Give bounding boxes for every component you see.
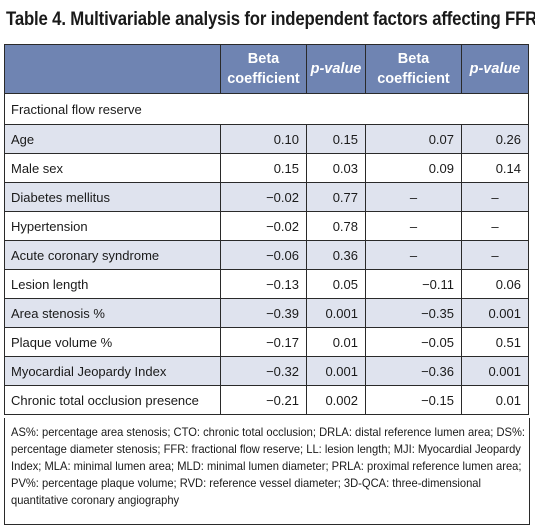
header-beta-1-line2: coefficient xyxy=(227,71,300,87)
header-blank-cell xyxy=(4,44,221,94)
header-beta-2-line1: Beta xyxy=(397,51,430,67)
row-label: Male sex xyxy=(4,153,221,183)
table-row: Male sex 0.15 0.03 0.09 0.14 xyxy=(4,153,529,183)
row-label: Area stenosis % xyxy=(4,298,221,328)
table-row: Myocardial Jeopardy Index −0.32 0.001 −0.36… xyxy=(4,356,529,386)
header-beta-1-line1: Beta xyxy=(247,51,280,67)
p-value-1-cell: 0.03 xyxy=(306,153,366,183)
p-value-1-cell: 0.001 xyxy=(306,298,366,328)
row-label: Chronic total occlusion presence xyxy=(4,385,221,415)
table-row: Area stenosis % −0.39 0.001 −0.35 0.001 xyxy=(4,298,529,328)
p-value-2-cell: – xyxy=(461,182,529,212)
p-value-1-cell: 0.77 xyxy=(306,182,366,212)
p-value-2-cell: 0.001 xyxy=(461,356,529,386)
header-beta-coefficient-1: Beta coefficient xyxy=(220,44,307,94)
table-row: Diabetes mellitus −0.02 0.77– – xyxy=(4,182,529,212)
section-label: Fractional flow reserve xyxy=(4,93,529,125)
p-value-2-cell: 0.14 xyxy=(461,153,529,183)
header-p-value-2-text: p-value xyxy=(469,61,521,77)
beta-coefficient-2-cell: −0.15 xyxy=(365,385,462,415)
table-title: Table 4. Multivariable analysis for inde… xyxy=(6,8,535,30)
table-row: Acute coronary syndrome −0.06 0.36– – xyxy=(4,240,529,270)
row-label: Acute coronary syndrome xyxy=(4,240,221,270)
beta-coefficient-2-cell: 0.09 xyxy=(365,153,462,183)
beta-coefficient-2-cell: – xyxy=(365,182,462,212)
header-p-value-1-text: p-value xyxy=(310,61,362,77)
row-label: Lesion length xyxy=(4,269,221,299)
header-beta-2-line2: coefficient xyxy=(377,71,450,87)
beta-coefficient-1-cell: −0.39 xyxy=(220,298,307,328)
row-label: Myocardial Jeopardy Index xyxy=(4,356,221,386)
p-value-2-cell: 0.26 xyxy=(461,124,529,154)
row-label: Plaque volume % xyxy=(4,327,221,357)
beta-coefficient-1-cell: 0.15 xyxy=(220,153,307,183)
p-value-1-cell: 0.78 xyxy=(306,211,366,241)
beta-coefficient-1-cell: −0.02 xyxy=(220,182,307,212)
p-value-1-cell: 0.01 xyxy=(306,327,366,357)
beta-coefficient-1-cell: −0.17 xyxy=(220,327,307,357)
table-row: Hypertension −0.02 0.78– – xyxy=(4,211,529,241)
header-row: Beta coefficient p-value Beta coefficien… xyxy=(4,44,529,94)
section-row: Fractional flow reserve xyxy=(4,93,529,125)
p-value-1-cell: 0.36 xyxy=(306,240,366,270)
beta-coefficient-2-cell: −0.36 xyxy=(365,356,462,386)
table-row: Plaque volume % −0.17 0.01 −0.05 0.51 xyxy=(4,327,529,357)
table-row: Lesion length −0.13 0.05 −0.11 0.06 xyxy=(4,269,529,299)
header-p-value-1: p-value xyxy=(306,44,366,94)
p-value-2-cell: – xyxy=(461,240,529,270)
beta-coefficient-2-cell: −0.35 xyxy=(365,298,462,328)
p-value-2-cell: 0.001 xyxy=(461,298,529,328)
table-row: Chronic total occlusion presence −0.21 0.0… xyxy=(4,385,529,415)
beta-coefficient-2-cell: – xyxy=(365,211,462,241)
p-value-1-cell: 0.001 xyxy=(306,356,366,386)
p-value-2-cell: – xyxy=(461,211,529,241)
beta-coefficient-1-cell: −0.21 xyxy=(220,385,307,415)
beta-coefficient-2-cell: −0.05 xyxy=(365,327,462,357)
p-value-1-cell: 0.15 xyxy=(306,124,366,154)
results-table: Beta coefficient p-value Beta coefficien… xyxy=(4,44,529,415)
p-value-2-cell: 0.06 xyxy=(461,269,529,299)
beta-coefficient-1-cell: 0.10 xyxy=(220,124,307,154)
p-value-1-cell: 0.002 xyxy=(306,385,366,415)
beta-coefficient-1-cell: −0.02 xyxy=(220,211,307,241)
table-row: Age 0.10 0.15 0.07 0.26 xyxy=(4,124,529,154)
beta-coefficient-2-cell: −0.11 xyxy=(365,269,462,299)
footnote-text: AS%: percentage area stenosis; CTO: chro… xyxy=(11,425,526,507)
p-value-1-cell: 0.05 xyxy=(306,269,366,299)
p-value-2-cell: 0.51 xyxy=(461,327,529,357)
beta-coefficient-2-cell: – xyxy=(365,240,462,270)
beta-coefficient-1-cell: −0.32 xyxy=(220,356,307,386)
beta-coefficient-2-cell: 0.07 xyxy=(365,124,462,154)
beta-coefficient-1-cell: −0.13 xyxy=(220,269,307,299)
beta-coefficient-1-cell: −0.06 xyxy=(220,240,307,270)
p-value-2-cell: 0.01 xyxy=(461,385,529,415)
row-label: Hypertension xyxy=(4,211,221,241)
row-label: Age xyxy=(4,124,221,154)
footnote: AS%: percentage area stenosis; CTO: chro… xyxy=(4,418,530,525)
row-label: Diabetes mellitus xyxy=(4,182,221,212)
header-beta-coefficient-2: Beta coefficient xyxy=(365,44,462,94)
header-p-value-2: p-value xyxy=(461,44,529,94)
